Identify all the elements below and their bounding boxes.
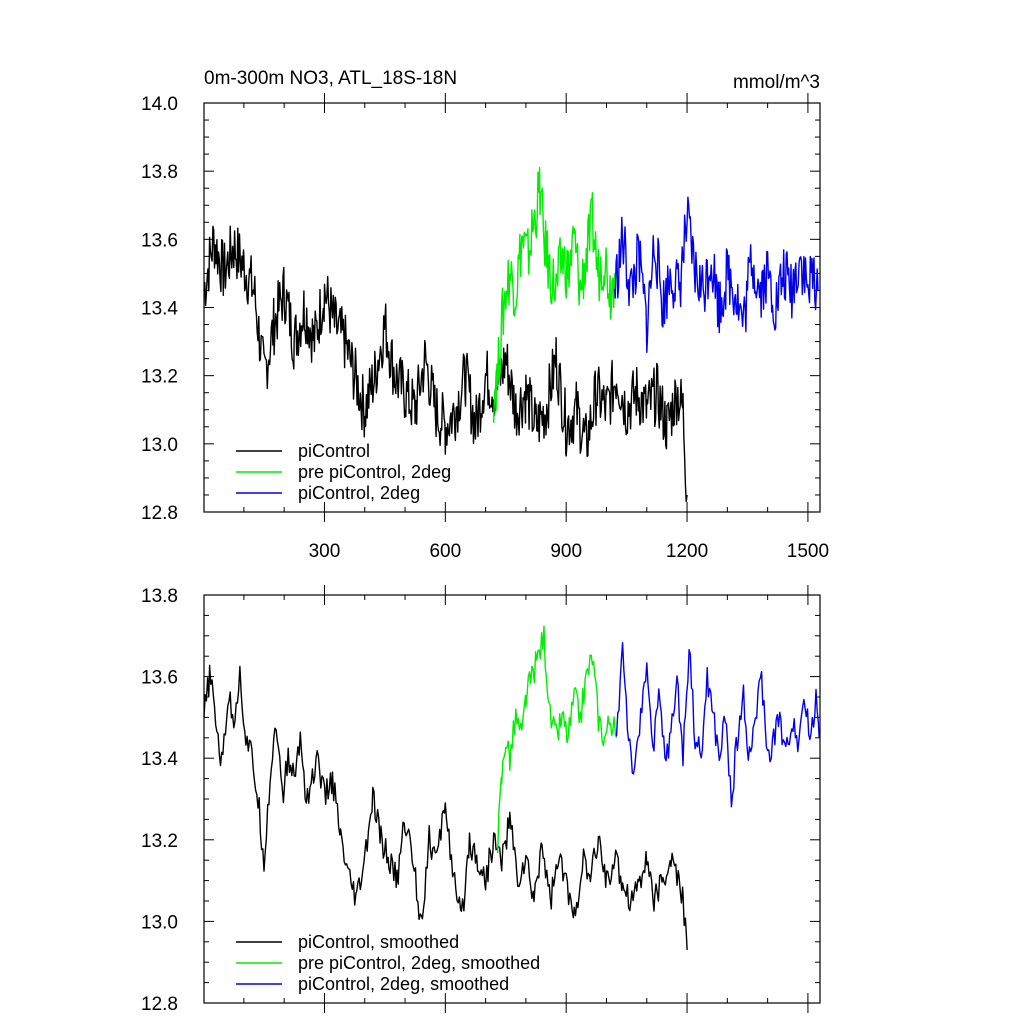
plot-frame [203, 594, 821, 1004]
series-line-2 [613, 196, 819, 353]
y-tick-label: 13.0 [141, 912, 178, 933]
bottom-panel: 12.8 13.0 13.2 13.4 13.6 13.8 piControl, smoot… [141, 585, 821, 1015]
series-line-2 [615, 642, 820, 808]
x-tick-label: 900 [550, 541, 582, 562]
series-line-1 [497, 625, 618, 854]
y-tick-label: 13.6 [141, 668, 178, 689]
series-line-1 [493, 166, 616, 423]
y-tick-label: 12.8 [141, 503, 178, 524]
legend-label: piControl, 2deg, smoothed [298, 974, 509, 994]
x-tick-label: 300 [309, 541, 341, 562]
y-tick-label: 12.8 [141, 994, 178, 1015]
top-panel: 12.8 13.0 13.2 13.4 13.6 13.8 14.0 300 600 900 120… [141, 93, 829, 562]
series-line-0 [203, 664, 688, 951]
x-tick-label: 1500 [787, 541, 829, 562]
y-tick-label: 14.0 [141, 94, 178, 115]
y-tick-label: 13.8 [141, 586, 178, 607]
y-tick-label: 13.6 [141, 230, 178, 251]
x-tick-label: 1200 [666, 541, 708, 562]
legend-label: pre piControl, 2deg [298, 462, 451, 482]
plot-frame [203, 102, 821, 513]
units-label: mmol/m^3 [733, 72, 820, 93]
y-tick-label: 13.2 [141, 831, 178, 852]
legend-label: piControl, 2deg [298, 483, 420, 503]
legend-label: piControl [298, 441, 370, 461]
y-tick-label: 13.4 [141, 299, 178, 320]
y-tick-label: 13.2 [141, 367, 178, 388]
legend-label: piControl, smoothed [298, 932, 459, 952]
series-line-0 [203, 225, 688, 503]
y-tick-label: 13.0 [141, 435, 178, 456]
y-tick-label: 13.8 [141, 162, 178, 183]
legend-label: pre piControl, 2deg, smoothed [298, 953, 540, 973]
figure-title: 0m-300m NO3, ATL_18S-18N [204, 68, 457, 89]
x-tick-label: 600 [429, 541, 461, 562]
y-tick-label: 13.4 [141, 749, 178, 770]
